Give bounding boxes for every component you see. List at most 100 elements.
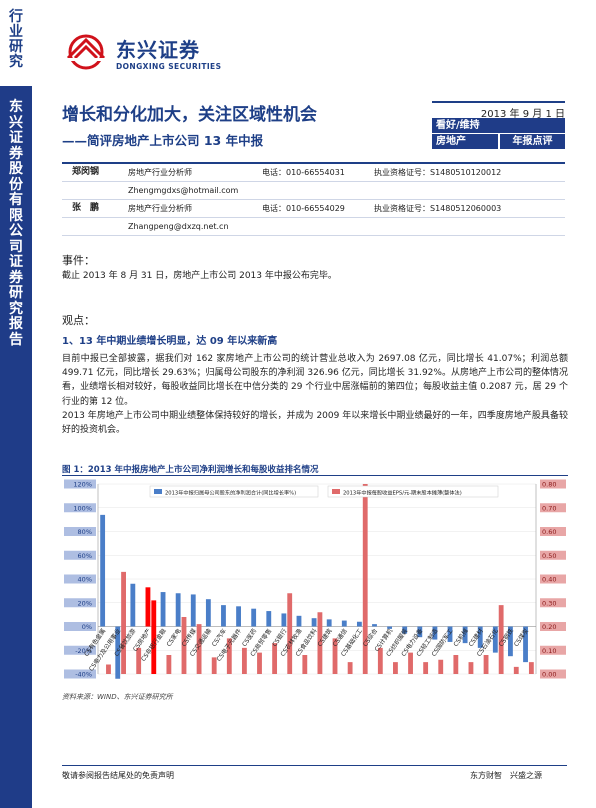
eps-bar — [196, 624, 202, 674]
eps-bar — [362, 484, 368, 674]
eps-bar — [241, 647, 247, 674]
eps-bar — [181, 617, 187, 674]
sidebar-category-text: 行业研究 — [9, 9, 23, 70]
growth-bar — [462, 626, 468, 644]
left-tick-label: 80% — [78, 528, 92, 536]
right-tick-label: 0.10 — [542, 647, 556, 655]
left-tick-bg — [64, 503, 96, 513]
analyst-email[interactable]: Zhangpeng@dxzq.net.cn — [128, 222, 229, 231]
report-title: 增长和分化加大，关注区域性机会 — [62, 105, 317, 125]
eps-bar — [423, 662, 429, 674]
left-tick-label: 20% — [78, 599, 92, 607]
right-tick-bg — [540, 669, 566, 679]
right-tick-bg — [540, 550, 566, 560]
growth-bar — [130, 583, 136, 627]
left-tick-label: -40% — [75, 671, 92, 679]
eps-bar — [226, 638, 232, 674]
right-tick-bg — [540, 479, 566, 489]
growth-bar — [281, 613, 287, 627]
eps-bar — [136, 647, 142, 674]
eps-bar — [121, 571, 126, 674]
growth-bar — [100, 514, 106, 627]
sidebar-band: 东兴证券股份有限公司证券研究报告 — [0, 86, 32, 808]
eps-bar — [272, 643, 278, 674]
footer-disclaimer: 敬请参阅报告结尾处的免责声明 — [62, 771, 174, 780]
sidebar-category: 行业研究 — [0, 0, 32, 70]
growth-bar — [417, 626, 423, 638]
analyst-email-row: Zhangpeng@dxzq.net.cn — [62, 218, 565, 236]
growth-bar — [190, 594, 196, 627]
growth-bar — [145, 587, 151, 627]
footer-divider — [62, 765, 567, 766]
eps-bar — [513, 666, 519, 674]
analyst-phone: 电话：010-66554029 — [262, 204, 345, 213]
growth-bar — [221, 605, 226, 627]
right-tick-bg — [540, 503, 566, 513]
eps-bar — [528, 662, 534, 674]
right-tick-label: 0.70 — [542, 504, 556, 512]
left-tick-label: 120% — [73, 481, 92, 489]
left-tick-bg — [64, 479, 96, 489]
right-tick-label: 0.30 — [542, 599, 556, 607]
growth-bar — [205, 599, 211, 627]
left-tick-bg — [64, 527, 96, 536]
growth-bar — [402, 626, 408, 634]
point-heading: 1、13 年中期业绩增长明显，达 09 年以来新高 — [62, 336, 278, 347]
eps-bar — [287, 593, 293, 674]
eps-bar — [408, 652, 413, 674]
logo-text-en: DONGXING SECURITIES — [116, 62, 222, 71]
growth-bar — [175, 593, 181, 627]
right-tick-label: 0.80 — [542, 481, 556, 489]
footer-slogan: 东方财智 兴盛之源 — [470, 771, 542, 780]
growth-bar — [326, 619, 332, 627]
left-tick-bg — [64, 550, 96, 560]
analyst-cert: 执业资格证号：S1480510120012 — [374, 168, 502, 177]
left-tick-label: 0% — [82, 623, 92, 631]
analyst-title: 房地产行业分析师 — [128, 168, 192, 177]
analyst-email[interactable]: Zhengmgdxs@hotmail.com — [128, 186, 239, 195]
right-tick-bg — [540, 527, 566, 536]
legend-swatch — [332, 489, 340, 494]
left-tick-label: 60% — [78, 552, 92, 560]
eps-bar — [453, 655, 459, 674]
analyst-phone: 电话：010-66554031 — [262, 168, 345, 177]
paragraph: 目前中报已全部披露，据我们对 162 家房地产上市公司的统计营业总收入为 269… — [62, 354, 568, 407]
growth-bar — [115, 626, 121, 679]
analyst-name: 郑闵钢 — [72, 167, 100, 177]
sidebar-band-text: 东兴证券股份有限公司证券研究报告 — [9, 99, 23, 348]
event-text: 截止 2013 年 8 月 31 日，房地产上市公司 2013 年中报公布完毕。 — [62, 271, 337, 281]
growth-bar — [236, 606, 241, 627]
sector-badge: 房地产 — [432, 134, 498, 149]
left-tick-label: 40% — [78, 576, 92, 584]
growth-bar — [432, 626, 438, 640]
report-date: 2013 年 9 月 1 日 — [432, 101, 565, 120]
growth-bar — [296, 615, 302, 627]
rating-badge: 看好/维持 — [432, 118, 565, 133]
left-tick-bg — [64, 645, 96, 655]
growth-bar — [477, 626, 483, 648]
right-tick-bg — [540, 574, 566, 584]
eps-bar — [347, 662, 353, 674]
growth-bar — [356, 621, 362, 627]
logo-text-cn: 东兴证券 — [116, 38, 200, 62]
figure-source: 资料来源：WIND、东兴证券研究所 — [62, 693, 173, 701]
right-tick-bg — [540, 645, 566, 655]
growth-bar — [160, 592, 166, 627]
bar-chart: -40% -20% 0% 20% 40% 60% 80% 100% 120% 0.00 0.10 0.… — [62, 475, 568, 679]
left-tick-bg — [64, 622, 96, 631]
eps-bar — [166, 655, 172, 674]
left-tick-bg — [64, 669, 96, 679]
figure-title: 图 1：2013 年中报房地产上市公司净利润增长和每股收益排名情况 — [62, 465, 319, 475]
eps-bar — [302, 655, 308, 674]
right-tick-label: 0.00 — [542, 671, 556, 679]
eps-bar — [332, 638, 338, 674]
left-tick-bg — [64, 574, 96, 584]
right-tick-label: 0.20 — [542, 623, 556, 631]
left-tick-label: -20% — [75, 647, 92, 655]
eps-bar — [151, 600, 157, 674]
right-tick-label: 0.40 — [542, 576, 556, 584]
right-tick-bg — [540, 598, 566, 608]
paragraph: 2013 年房地产上市公司中期业绩整体保持较好的增长，并成为 2009 年以来增… — [62, 410, 568, 436]
left-tick-label: 100% — [73, 504, 92, 512]
eps-bar — [211, 657, 217, 674]
